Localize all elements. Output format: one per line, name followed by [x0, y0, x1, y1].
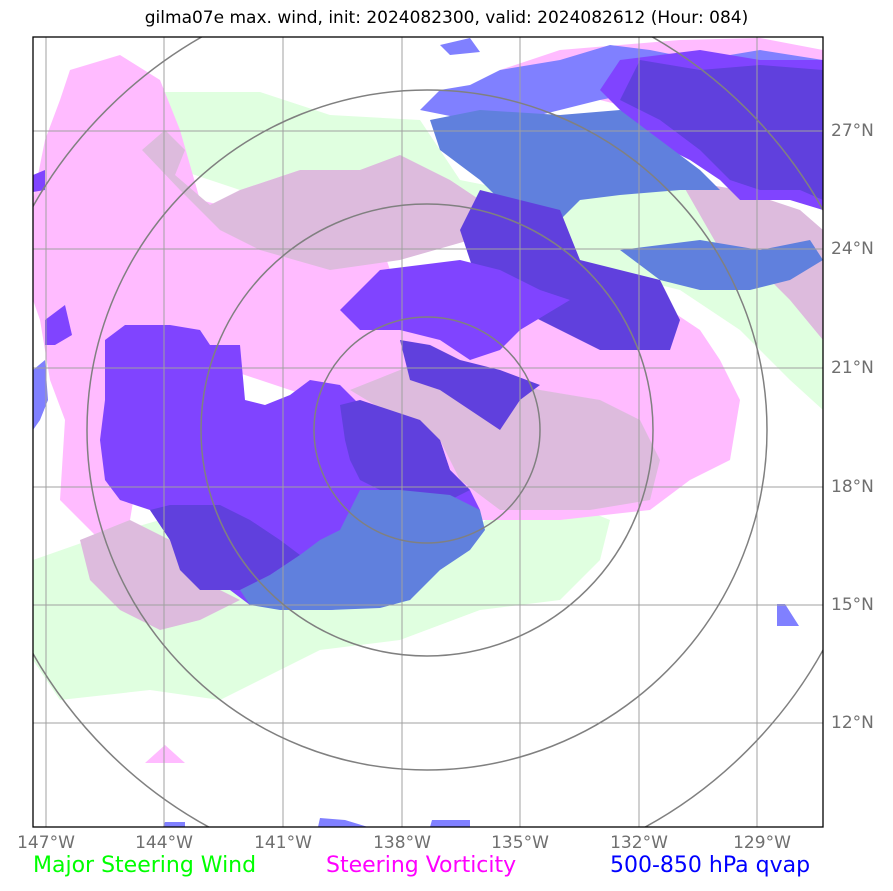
lon-label-138w: 138°W	[373, 833, 431, 853]
lon-label-147w: 147°W	[17, 833, 75, 853]
wind-vorticity-overlap-north	[142, 130, 480, 270]
qvap-wind-area-south	[240, 490, 485, 610]
qvap-wind-area-east	[620, 240, 823, 290]
lon-label-141w: 141°W	[254, 833, 312, 853]
qvap-area-west-edge	[33, 360, 48, 430]
map-frame	[32, 36, 824, 828]
lon-label-135w: 135°W	[491, 833, 549, 853]
range-rings	[33, 37, 823, 827]
qvap-area-small-east	[777, 604, 799, 626]
lat-label-18n: 18°N	[831, 477, 874, 497]
qvap-area-small-southwest	[163, 822, 185, 827]
qvap-area-small-north	[440, 38, 480, 55]
qvap-area-small-south-right	[430, 820, 470, 827]
map-field-layers	[33, 38, 823, 827]
lon-label-132w: 132°W	[610, 833, 668, 853]
legend-steering-vorticity: Steering Vorticity	[326, 853, 517, 878]
lat-label-12n: 12°N	[831, 713, 874, 733]
lon-label-144w: 144°W	[135, 833, 193, 853]
lat-label-15n: 15°N	[831, 595, 874, 615]
legend-qvap: 500-850 hPa qvap	[610, 853, 811, 878]
qvap-strong-area-northeast	[620, 60, 823, 200]
qvap-area-small-south	[318, 818, 368, 827]
lat-label-27n: 27°N	[831, 121, 874, 141]
wind-vorticity-overlap-center	[350, 350, 660, 510]
range-ring-1	[313, 316, 541, 544]
lon-label-129w: 129°W	[733, 833, 791, 853]
map-title: gilma07e max. wind, init: 2024082300, va…	[144, 8, 749, 28]
qvap-strong-area-northeast-center	[460, 190, 680, 350]
qvap-wind-area-northeast	[430, 110, 720, 220]
lat-label-21n: 21°N	[831, 358, 874, 378]
lat-label-24n: 24°N	[831, 239, 874, 259]
qvap-strong-area-center	[400, 340, 540, 430]
legend-major-steering-wind: Major Steering Wind	[33, 853, 257, 878]
vorticity-area-small	[145, 745, 185, 763]
range-ring-3	[86, 89, 768, 771]
graticule	[33, 37, 823, 827]
wind-vorticity-overlap-southwest	[80, 520, 240, 630]
qvap-strong-area-southwest	[150, 505, 300, 590]
qvap-area-small-northwest	[33, 170, 45, 192]
qvap-vorticity-area-center	[340, 260, 570, 360]
qvap-vorticity-area-west-small	[45, 305, 72, 345]
qvap-strong-area-core	[340, 400, 470, 500]
range-ring-2	[200, 203, 654, 657]
